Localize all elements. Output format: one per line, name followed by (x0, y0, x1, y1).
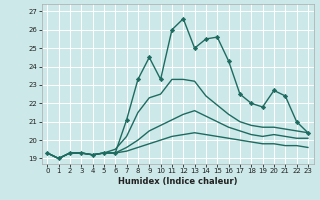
X-axis label: Humidex (Indice chaleur): Humidex (Indice chaleur) (118, 177, 237, 186)
